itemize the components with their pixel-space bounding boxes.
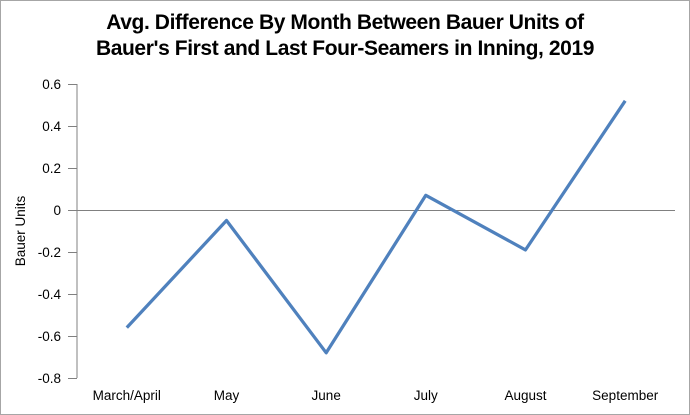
y-tick-label: 0: [53, 203, 61, 218]
x-category-label: July: [414, 388, 438, 403]
chart-title-line-2: Bauer's First and Last Four-Seamers in I…: [95, 37, 595, 60]
x-category-label: September: [592, 388, 659, 403]
x-category-label: March/April: [93, 388, 161, 403]
y-axis-title: Bauer Units: [13, 195, 28, 266]
y-tick-label: 0.4: [42, 119, 61, 134]
y-tick-label: -0.6: [38, 329, 61, 344]
data-line: [125, 99, 627, 355]
y-tick-label: -0.4: [38, 287, 62, 302]
x-category-label: May: [214, 388, 240, 403]
y-tick-label: -0.2: [38, 245, 61, 260]
y-tick-label: -0.8: [38, 371, 61, 386]
chart-title-line-1: Avg. Difference By Month Between Bauer U…: [106, 11, 584, 34]
x-category-label: June: [312, 388, 341, 403]
y-tick-label: 0.6: [42, 77, 61, 92]
x-category-label: August: [504, 388, 546, 403]
chart-title: Avg. Difference By Month Between Bauer U…: [1, 10, 689, 62]
y-tick-label: 0.2: [42, 161, 61, 176]
